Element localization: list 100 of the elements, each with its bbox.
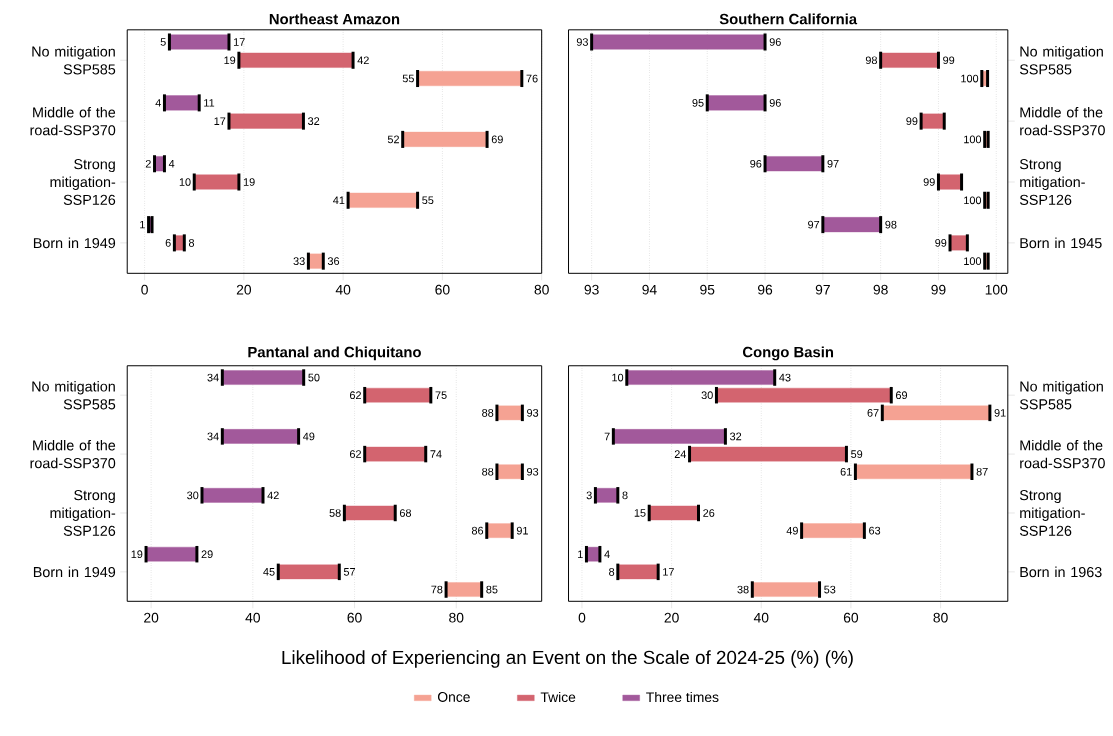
annotation: 67 (867, 408, 879, 417)
annotation: 100 (964, 135, 982, 144)
x-tick-label: 94 (642, 284, 657, 295)
data-label: 75 (435, 391, 447, 399)
annotation: 3 (586, 491, 592, 499)
annotation: 52 (387, 135, 399, 144)
bar (344, 505, 396, 521)
annotation: 86 (471, 526, 484, 535)
annotation: 10 (612, 373, 624, 382)
x-tick-label: 93 (584, 284, 599, 295)
bar (238, 52, 354, 68)
annotation: 30 (701, 391, 713, 399)
data-label: 53 (824, 585, 836, 594)
data-label: 98 (885, 220, 897, 229)
data-label: 96 (769, 98, 781, 107)
y-tick-label: No mitigation SSP585 (32, 380, 116, 410)
annotation: 98 (865, 56, 877, 64)
data-label: 42 (267, 491, 279, 499)
x-tick-label: 80 (449, 612, 464, 623)
annotation: 62 (349, 450, 361, 458)
bar (228, 113, 304, 129)
data-label: 91 (516, 526, 528, 535)
data-label: 32 (730, 432, 742, 441)
data-label: 49 (303, 432, 315, 441)
data-label: 97 (827, 159, 839, 168)
annotation: 33 (293, 257, 305, 265)
x-tick-label: 100 (985, 284, 1008, 295)
annotation: 99 (935, 238, 947, 247)
bar (364, 446, 426, 462)
annotation: 5 (160, 37, 166, 46)
annotation: 41 (333, 196, 345, 204)
annotation: 100 (964, 257, 982, 265)
y-tick-label: Strong mitigation-SSP126 (1019, 158, 1085, 205)
bar (145, 546, 198, 562)
annotation: 19 (224, 56, 236, 64)
bar (417, 70, 523, 86)
bar (617, 564, 659, 579)
x-tick-label: 20 (144, 612, 159, 623)
annotation: 24 (674, 450, 687, 458)
y-tick-label: Born in 1945 (1020, 237, 1102, 248)
annotation: 38 (737, 585, 749, 594)
data-label: 91 (994, 408, 1006, 417)
bar (201, 487, 264, 503)
bar (278, 564, 340, 579)
legend-label: Three times (646, 691, 719, 702)
data-label: 96 (769, 37, 781, 46)
data-label: 26 (703, 508, 715, 517)
x-tick-label: 98 (873, 284, 888, 295)
y-tick-label: No mitigation SSP585 (1019, 380, 1103, 410)
annotation: 34 (207, 373, 219, 382)
legend-label: Twice (540, 691, 576, 702)
annotation: 34 (207, 432, 219, 441)
bar (716, 387, 892, 403)
data-label: 99 (943, 56, 955, 64)
annotation: 49 (786, 526, 798, 535)
annotation: 7 (604, 432, 610, 440)
data-label: 68 (399, 508, 412, 517)
bar (613, 428, 726, 444)
data-label: 32 (308, 117, 320, 125)
x-tick-label: 97 (815, 284, 830, 295)
y-tick-label: Middle of the road-SSP370 (1020, 439, 1105, 469)
x-tick-label: 60 (435, 284, 450, 295)
x-tick-label: 60 (843, 612, 859, 623)
x-tick-label: 96 (757, 284, 773, 295)
bar (880, 52, 939, 68)
x-tick-label: 80 (933, 612, 948, 623)
chart-title: Southern California (719, 13, 858, 25)
data-label: 11 (204, 98, 215, 107)
x-tick-label: 20 (664, 612, 679, 623)
annotation: 100 (964, 196, 982, 204)
y-tick-label: Middle of the road-SSP370 (30, 106, 116, 136)
annotation: 93 (576, 37, 588, 46)
annotation: 55 (402, 74, 414, 83)
data-label: 76 (526, 74, 538, 83)
x-tick-label: 95 (700, 284, 715, 295)
bar (822, 216, 881, 232)
x-tick-label: 40 (335, 284, 351, 295)
data-label: 19 (243, 177, 255, 186)
x-tick-label: 80 (534, 284, 549, 295)
data-label: 4 (168, 159, 175, 168)
bar (764, 156, 824, 172)
annotation: 1 (578, 550, 583, 558)
annotation: 88 (482, 467, 494, 476)
data-label: 8 (622, 491, 628, 499)
annotation: 45 (263, 567, 275, 576)
data-label: 8 (188, 238, 195, 247)
data-label: 50 (308, 373, 320, 382)
data-label: 57 (343, 567, 356, 576)
annotation: 6 (165, 238, 171, 247)
data-label: 29 (201, 550, 213, 558)
x-tick-label: 0 (141, 284, 148, 295)
bar (855, 464, 973, 479)
y-tick-label: Middle of the road-SSP370 (1020, 106, 1105, 136)
bar (164, 95, 200, 111)
annotation: 88 (482, 408, 494, 417)
annotation: 19 (131, 550, 143, 558)
annotation: 2 (145, 159, 151, 168)
data-label: 17 (663, 567, 674, 576)
annotation: 58 (329, 508, 341, 517)
bar (689, 446, 847, 462)
